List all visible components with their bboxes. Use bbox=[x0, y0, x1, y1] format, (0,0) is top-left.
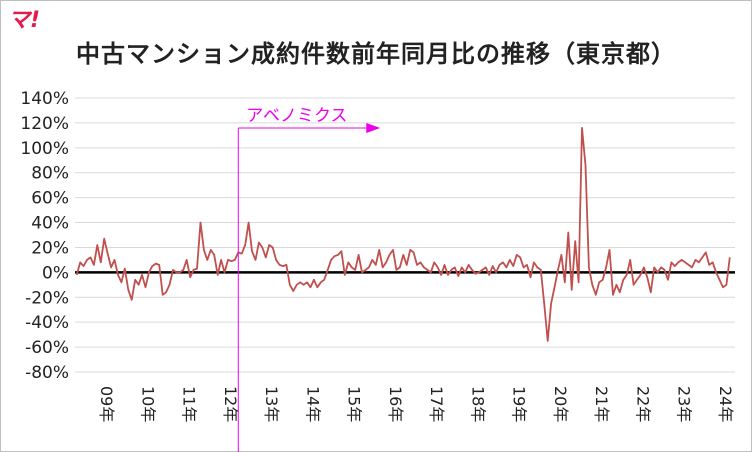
y-tick-label: -80% bbox=[25, 363, 69, 383]
x-tick-label: 19年 bbox=[510, 386, 529, 422]
brand-logo: マ! bbox=[8, 8, 41, 33]
x-tick-label: 21年 bbox=[592, 386, 611, 422]
y-tick-label: -20% bbox=[25, 288, 69, 308]
y-tick-label: 60% bbox=[31, 189, 69, 209]
x-tick-label: 14年 bbox=[303, 386, 322, 422]
y-tick-label: 40% bbox=[31, 214, 69, 234]
annotation-label: アベノミクス bbox=[246, 106, 347, 126]
y-tick-label: 80% bbox=[31, 164, 69, 184]
x-tick-label: 09年 bbox=[97, 386, 116, 422]
x-tick-label: 17年 bbox=[427, 386, 446, 422]
chart-title: 中古マンション成約件数前年同月比の推移（東京都） bbox=[76, 40, 676, 68]
y-tick-label: 100% bbox=[20, 139, 69, 159]
y-axis-ticks: 140% 120% 100% 80% 60% 40% 20% 0% -20% -40% -60% -8… bbox=[20, 89, 69, 383]
x-tick-label: 20年 bbox=[551, 386, 570, 422]
x-tick-label: 22年 bbox=[633, 386, 652, 422]
y-tick-label: -60% bbox=[25, 338, 69, 358]
x-tick-label: 10年 bbox=[138, 386, 157, 422]
x-tick-label: 18年 bbox=[468, 386, 487, 422]
y-tick-label: 0% bbox=[42, 263, 69, 283]
x-tick-label: 15年 bbox=[345, 386, 364, 422]
y-tick-label: 20% bbox=[31, 238, 69, 258]
annotation-arrow-head bbox=[366, 123, 381, 133]
x-tick-label: 16年 bbox=[386, 386, 405, 422]
annotation-group: アベノミクス bbox=[237, 106, 381, 452]
x-axis-ticks: 09年 10年 11年 12年 13年 14年 15年 16年 17年 18年 19年 20年 21年 2… bbox=[97, 386, 735, 422]
y-tick-label: 120% bbox=[20, 114, 69, 134]
x-tick-label: 23年 bbox=[675, 386, 694, 422]
gridlines bbox=[75, 97, 735, 373]
y-tick-label: 140% bbox=[20, 89, 69, 109]
x-tick-label: 12年 bbox=[221, 386, 240, 422]
y-tick-label: -40% bbox=[25, 313, 69, 333]
x-tick-label: 24年 bbox=[716, 386, 735, 422]
series-line bbox=[75, 127, 731, 342]
x-tick-label: 11年 bbox=[180, 386, 199, 422]
x-tick-label: 13年 bbox=[262, 386, 281, 422]
